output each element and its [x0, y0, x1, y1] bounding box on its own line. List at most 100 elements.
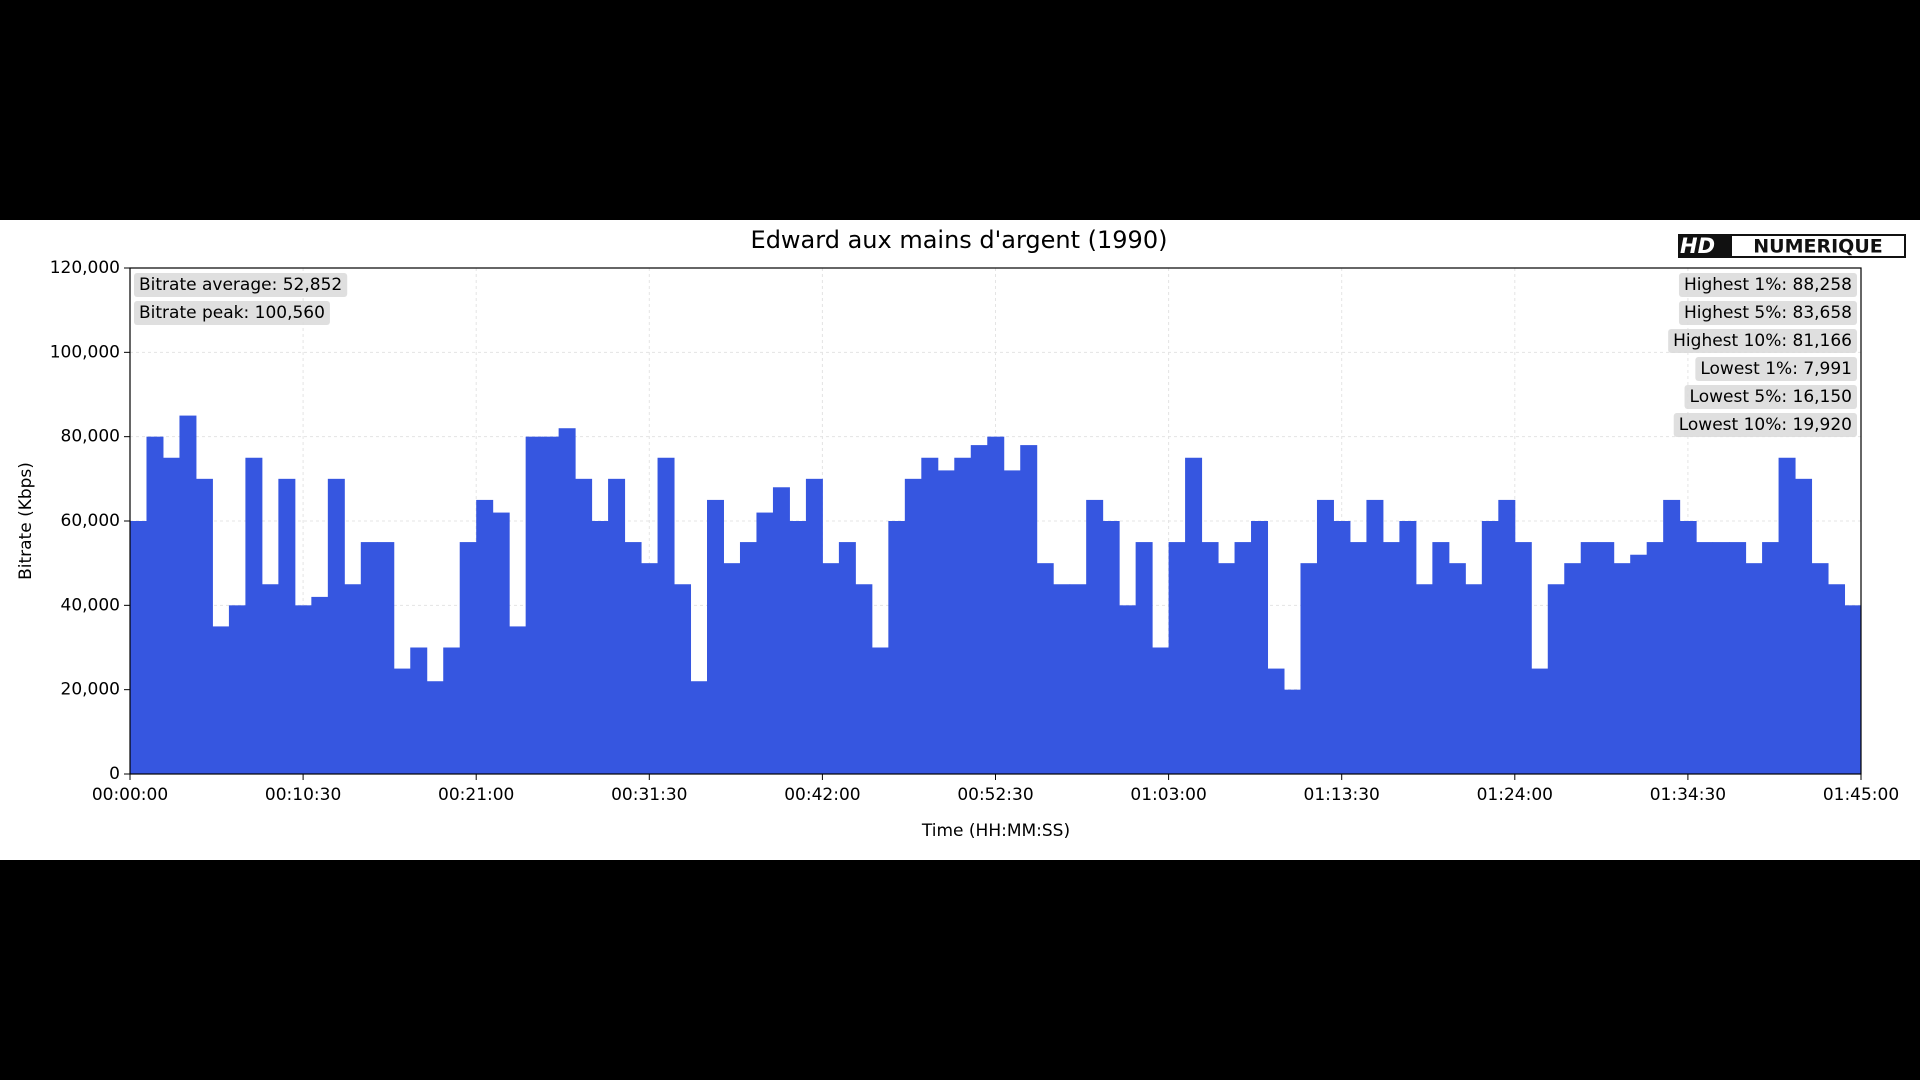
bar [410, 647, 428, 774]
bar [1481, 521, 1499, 774]
bar [805, 478, 823, 774]
bar [1135, 542, 1153, 774]
bar [261, 584, 279, 774]
logo-text: HD [1680, 234, 1715, 258]
bar [1185, 457, 1203, 774]
stat-box [134, 273, 348, 297]
bar [1267, 668, 1285, 774]
bar [1795, 478, 1813, 774]
stat-box [1695, 357, 1857, 381]
bar [641, 563, 659, 774]
bar [1415, 584, 1433, 774]
bar [1844, 605, 1862, 774]
bar [542, 436, 560, 774]
bar [1762, 542, 1780, 774]
bar [1086, 499, 1104, 774]
bar [245, 457, 263, 774]
bar [525, 436, 543, 774]
x-axis-label: Time (HH:MM:SS) [921, 821, 1070, 841]
bar [1284, 689, 1301, 774]
bar [1218, 563, 1236, 774]
bar [1102, 521, 1120, 774]
bar [558, 428, 576, 774]
stat-box [134, 301, 330, 325]
bar [1679, 521, 1697, 774]
logo-box [1732, 236, 1904, 256]
bar [855, 584, 873, 774]
plot-frame [129, 267, 1862, 775]
bar [1053, 584, 1071, 774]
x-tick-label: 00:42:00 [784, 785, 860, 805]
bar [1613, 563, 1631, 774]
bar [772, 487, 790, 774]
y-tick-label: 0 [109, 764, 120, 784]
y-tick-label: 80,000 [61, 427, 120, 447]
bar [1696, 542, 1714, 774]
bar [690, 681, 708, 774]
y-tick-label: 40,000 [61, 595, 120, 615]
bar [1465, 584, 1483, 774]
bar [1580, 542, 1598, 774]
bar [1811, 563, 1829, 774]
bar [278, 478, 296, 774]
bar [1745, 563, 1763, 774]
bar [1564, 563, 1582, 774]
bar [1646, 542, 1664, 774]
x-tick-label: 00:21:00 [438, 785, 514, 805]
bar [937, 470, 955, 774]
stat-label: Bitrate peak: 100,560 [139, 303, 325, 323]
y-tick-label: 100,000 [50, 342, 120, 362]
bar [871, 647, 889, 774]
stat-box [1673, 413, 1857, 437]
stat-box [1678, 301, 1857, 325]
x-tick-label: 00:31:30 [611, 785, 687, 805]
bar [1300, 563, 1318, 774]
bar [294, 605, 312, 774]
stat-box [1684, 385, 1857, 409]
bar [162, 457, 180, 774]
bar [1234, 542, 1252, 774]
bar [212, 626, 230, 774]
bar [1712, 542, 1730, 774]
bar [1020, 445, 1038, 774]
bar [327, 478, 345, 774]
bar [987, 436, 1005, 774]
bar [1069, 584, 1087, 774]
bar [1514, 542, 1532, 774]
x-tick-label: 01:13:30 [1304, 785, 1380, 805]
stat-label: Lowest 1%: 7,991 [1700, 359, 1852, 379]
stat-label: Bitrate average: 52,852 [139, 275, 342, 295]
bar [443, 647, 461, 774]
bar [1828, 584, 1846, 774]
bar [360, 542, 378, 774]
bar [1531, 668, 1549, 774]
bar [509, 626, 527, 774]
bar [921, 457, 939, 774]
bar [674, 584, 692, 774]
bar [459, 542, 477, 774]
bar [789, 521, 807, 774]
bar [756, 512, 774, 774]
bar [970, 445, 988, 774]
bar [179, 415, 197, 774]
stat-label: Highest 10%: 81,166 [1673, 331, 1852, 351]
x-tick-label: 01:34:30 [1650, 785, 1726, 805]
bar [1251, 521, 1269, 774]
bar [1448, 563, 1466, 774]
bar [707, 499, 724, 774]
stat-label: Lowest 10%: 19,920 [1679, 415, 1852, 435]
bar [1036, 563, 1054, 774]
x-tick-label: 00:52:30 [957, 785, 1033, 805]
bar [228, 605, 246, 774]
bar [476, 499, 494, 774]
logo-text: NUMERIQUE [1753, 236, 1882, 258]
chart-title: Edward aux mains d'argent (1990) [751, 226, 1168, 254]
bar [1663, 499, 1681, 774]
bar [492, 512, 510, 774]
bar [591, 521, 609, 774]
stat-box [1678, 273, 1857, 297]
bar [1003, 470, 1021, 774]
x-tick-label: 01:24:00 [1477, 785, 1553, 805]
